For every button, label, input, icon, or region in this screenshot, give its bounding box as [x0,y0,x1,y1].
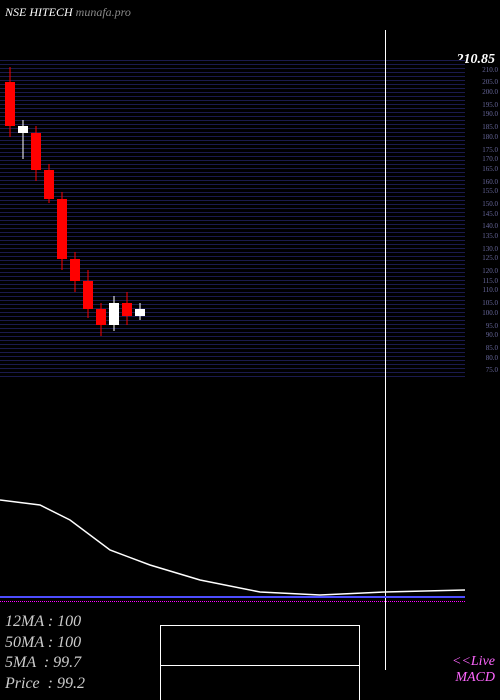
price-row: Price : 99.2 [5,674,85,695]
candle [70,60,80,380]
candle [57,60,67,380]
info-box-frame [160,625,360,700]
candle-body [70,259,80,281]
info-box-inner [161,665,359,700]
candle [96,60,106,380]
axis-label: 115.0 [483,277,499,285]
axis-label: 200.0 [482,88,498,96]
axis-label: 130.0 [482,245,498,253]
axis-label: 110.0 [483,286,499,294]
axis-label: 150.0 [482,200,498,208]
axis-label: 175.0 [482,146,498,154]
candle [122,60,132,380]
macd-text: MACD [452,670,495,685]
candle-body [57,199,67,259]
ma12-row: 12MA : 100 [5,612,85,633]
axis-label: 165.0 [482,165,498,173]
candle [5,60,15,380]
candle-body [31,133,41,171]
axis-label: 140.0 [482,222,498,230]
candle-body [5,82,15,126]
candle-body [18,126,28,133]
macd-line [0,500,465,595]
axis-label: 195.0 [482,101,498,109]
macd-svg [0,470,465,610]
axis-label: 145.0 [482,210,498,218]
candle-body [96,309,106,324]
axis-label: 95.0 [486,322,498,330]
candle [44,60,54,380]
axis-label: 205.0 [482,78,498,86]
axis-label: 135.0 [482,232,498,240]
axis-label: 80.0 [486,354,498,362]
axis-label: 190.0 [482,110,498,118]
ma50-row: 50MA : 100 [5,633,85,654]
axis-label: 75.0 [486,366,498,374]
chart-header: NSE HITECH munafa.pro [5,5,131,20]
axis-label: 210.0 [482,66,498,74]
axis-label: 105.0 [482,299,498,307]
axis-label: 170.0 [482,155,498,163]
ma5-row: 5MA : 99.7 [5,653,85,674]
candle-body [83,281,93,310]
candle [31,60,41,380]
candlesticks [0,60,465,380]
live-macd-label: <<Live MACD [452,654,495,685]
axis-label: 120.0 [482,267,498,275]
candle [83,60,93,380]
candle [135,60,145,380]
candle-body [44,170,54,199]
ticker-symbol: NSE HITECH [5,5,73,19]
price-chart-panel [0,60,465,380]
candle [109,60,119,380]
candle-body [135,309,145,316]
live-text: <<Live [452,654,495,669]
axis-label: 125.0 [482,254,498,262]
axis-label: 90.0 [486,331,498,339]
macd-baseline-magenta [0,601,465,602]
axis-label: 85.0 [486,344,498,352]
macd-panel [0,470,465,610]
axis-label: 185.0 [482,123,498,131]
axis-label: 180.0 [482,133,498,141]
y-axis: 210.0 205.0 200.0 195.0190.0 185.0 180.0 175.0… [465,60,500,380]
macd-baseline-blue [0,596,465,598]
axis-label: 160.0 [482,178,498,186]
data-source: munafa.pro [76,5,131,19]
candle-body [109,303,119,325]
candle-body [122,303,132,316]
axis-label: 100.0 [482,309,498,317]
candle [18,60,28,380]
axis-label: 155.0 [482,187,498,195]
info-panel: 12MA : 100 50MA : 100 5MA : 99.7 Price :… [5,612,85,695]
